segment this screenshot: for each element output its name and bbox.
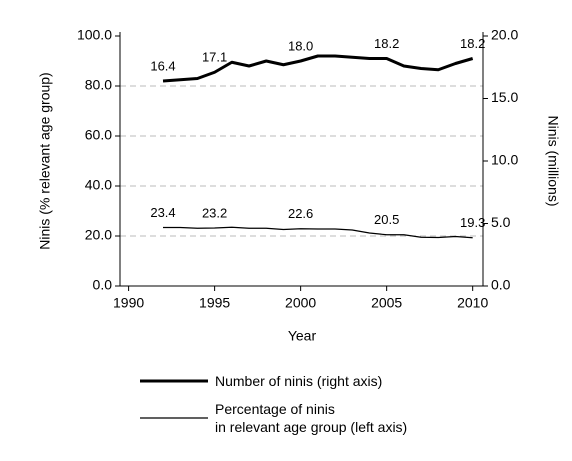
y-tick-label: 60.0: [85, 127, 112, 143]
y-tick-label: 80.0: [85, 77, 112, 93]
y2-tick-label: 10.0: [491, 152, 518, 168]
data-label: 20.5: [374, 212, 399, 227]
data-label: 18.2: [374, 36, 399, 51]
x-tick-label: 1995: [199, 295, 230, 311]
y-tick-label: 0.0: [93, 277, 113, 293]
y2-tick-label: 0.0: [491, 277, 511, 293]
legend-label: Number of ninis (right axis): [215, 373, 383, 389]
y-axis-label: Ninis (% relevant age group): [37, 72, 53, 249]
y2-tick-label: 20.0: [491, 27, 518, 43]
data-label: 18.2: [460, 36, 485, 51]
data-label: 23.2: [202, 205, 227, 220]
series-line: [162, 54, 474, 83]
y-tick-label: 40.0: [85, 177, 112, 193]
legend-label: Percentage of ninis in relevant age grou…: [215, 401, 408, 435]
x-tick-label: 2005: [371, 295, 402, 311]
y2-tick-label: 5.0: [491, 214, 511, 230]
data-label: 18.0: [288, 38, 313, 53]
series-line: [163, 226, 473, 239]
x-tick-label: 2010: [457, 295, 488, 311]
data-label: 19.3: [460, 215, 485, 230]
y2-tick-label: 15.0: [491, 89, 518, 105]
x-axis-label: Year: [288, 328, 317, 344]
y-tick-label: 100.0: [77, 27, 112, 43]
data-label: 22.6: [288, 206, 313, 221]
y-tick-label: 20.0: [85, 227, 112, 243]
x-tick-label: 1990: [113, 295, 144, 311]
x-tick-label: 2000: [285, 295, 316, 311]
data-label: 16.4: [150, 58, 175, 73]
data-label: 23.4: [150, 205, 175, 220]
y2-axis-label: Ninis (millions): [545, 115, 561, 206]
data-label: 17.1: [202, 50, 227, 65]
